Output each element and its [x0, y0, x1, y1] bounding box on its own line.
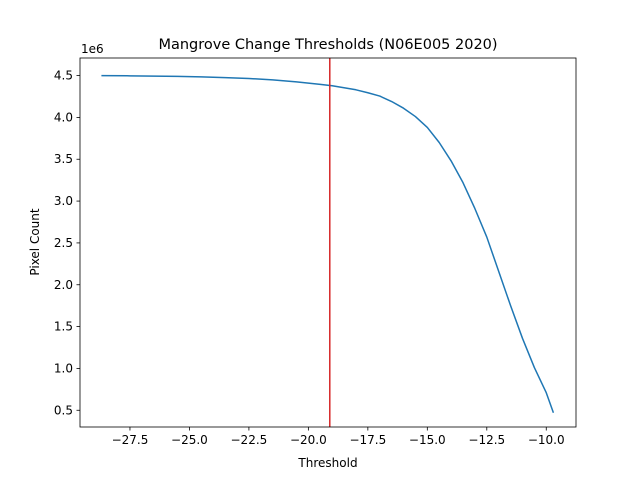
- y-tick-label: 4.0: [54, 110, 73, 124]
- y-tick-label: 0.5: [54, 403, 73, 417]
- y-tick-label: 3.0: [54, 194, 73, 208]
- y-tick-label: 1.5: [54, 320, 73, 334]
- y-tick-label: 2.0: [54, 278, 73, 292]
- x-tick-label: −27.5: [112, 433, 149, 447]
- x-axis-label: Threshold: [297, 456, 357, 470]
- x-tick-label: −12.5: [468, 433, 505, 447]
- x-tick-label: −10.0: [528, 433, 565, 447]
- x-tick-label: −22.5: [231, 433, 268, 447]
- series-line-0: [101, 74, 555, 414]
- x-tick-label: −25.0: [171, 433, 208, 447]
- y-tick-label: 2.5: [54, 236, 73, 250]
- y-tick-label: 3.5: [54, 152, 73, 166]
- x-tick-label: −17.5: [349, 433, 386, 447]
- x-tick-label: −15.0: [409, 433, 446, 447]
- axes-frame: [79, 57, 577, 428]
- y-tick-label: 4.5: [54, 69, 73, 83]
- y-scale-label: 1e6: [81, 42, 104, 56]
- y-axis-label: Pixel Count: [28, 208, 42, 276]
- y-tick-label: 1.0: [54, 361, 73, 375]
- x-tick-label: −20.0: [290, 433, 327, 447]
- plot-area: −27.5 −25.0 −22.5 −20.0 −17.5 −15.0 −12.5 −10.0…: [54, 57, 577, 447]
- chart-title: Mangrove Change Thresholds (N06E005 2020…: [158, 37, 497, 53]
